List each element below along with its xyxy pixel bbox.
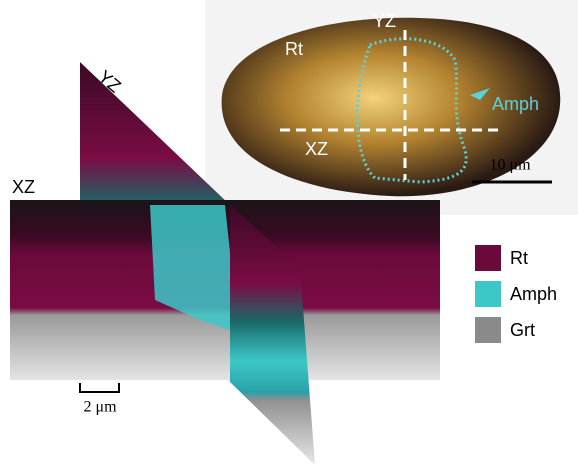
xz-label: XZ [305,139,328,159]
micrograph: Rt YZ XZ Amph 10 μm [205,0,578,215]
figure: Rt YZ XZ Amph 10 μm YZ XZ 2 μm Rt Amph Grt [0,0,578,470]
amph-label: Amph [492,94,539,114]
legend-swatch [475,281,501,307]
legend-swatch [475,317,501,343]
legend: Rt Amph Grt [475,245,557,343]
scale-bar [80,383,119,392]
legend-swatch [475,245,501,271]
scale-label: 10 μm [489,157,531,174]
scale-label: 2 μm [83,399,117,416]
yz-label: YZ [373,11,396,31]
legend-label: Rt [510,248,528,268]
legend-label: Grt [510,320,535,340]
xz-label: XZ [12,177,35,197]
rt-label: Rt [285,39,303,59]
legend-label: Amph [510,284,557,304]
